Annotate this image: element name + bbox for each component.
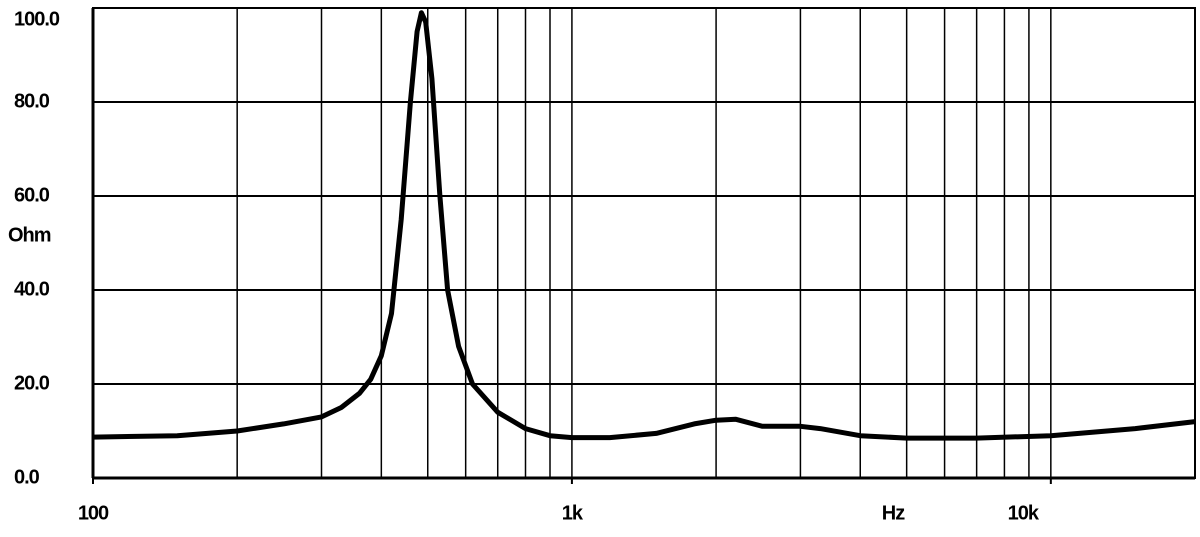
impedance-line — [92, 10, 1196, 441]
x-axis-label: Hz — [882, 502, 905, 524]
y-tick-label: 60.0 — [14, 184, 50, 206]
y-axis-label: Ohm — [8, 224, 51, 246]
x-tick-label: 100 — [78, 502, 109, 524]
y-tick-label: 20.0 — [14, 372, 50, 394]
plot-frame — [92, 7, 1196, 479]
x-tick-label: 10k — [1008, 502, 1040, 524]
x-tick-label: 1k — [562, 502, 584, 524]
y-tick-label: 80.0 — [14, 90, 50, 112]
y-tick-label: 40.0 — [14, 278, 50, 300]
y-tick-label: 0.0 — [14, 466, 40, 488]
y-tick-label: 100.0 — [14, 8, 60, 30]
